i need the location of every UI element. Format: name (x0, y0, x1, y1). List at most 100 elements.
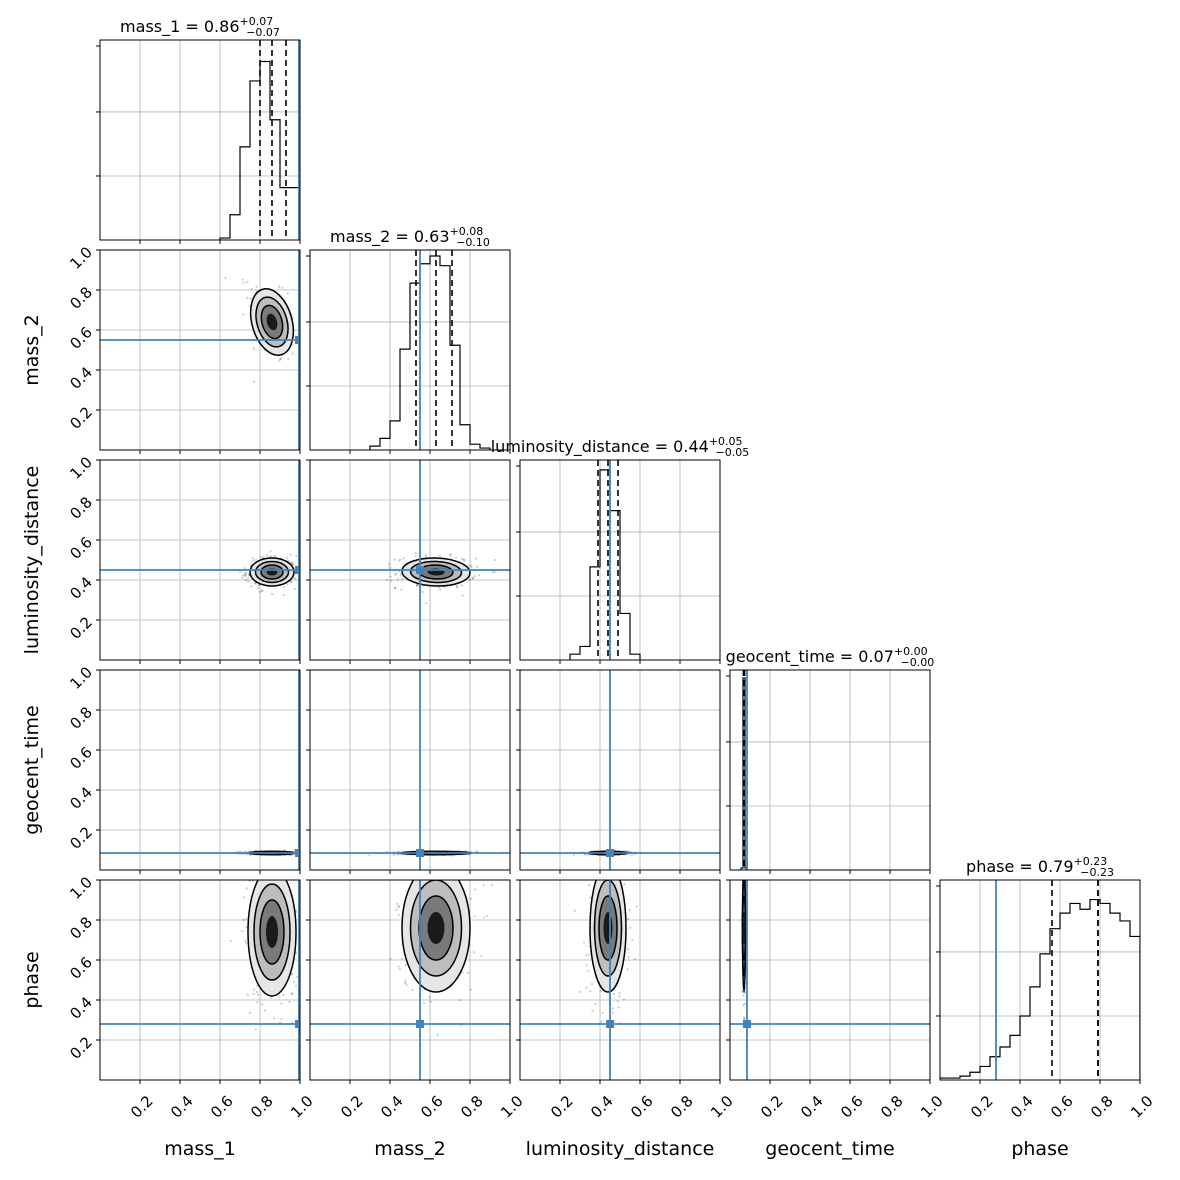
panel-frame (519, 669, 721, 871)
scatter-point (469, 897, 473, 900)
scatter-point (242, 313, 245, 316)
scatter-point (283, 585, 286, 589)
scatter-point (626, 917, 630, 921)
scatter-point (268, 866, 270, 868)
scatter-point (387, 562, 391, 566)
scatter-point (397, 965, 400, 968)
scatter-point (257, 871, 259, 873)
scatter-point (628, 908, 631, 912)
contour-line (401, 880, 471, 993)
x-tick-label: 1.0 (1127, 1092, 1157, 1122)
scatter-point (633, 957, 637, 961)
scatter-point (251, 556, 255, 560)
density-level (266, 916, 278, 948)
scatter-point (259, 876, 261, 878)
scatter-point (415, 584, 419, 587)
panel-frame (309, 669, 511, 871)
scatter-point (396, 578, 400, 581)
scatter-point (475, 565, 479, 569)
scatter-point (416, 583, 419, 587)
scatter-point (582, 941, 586, 944)
panel-frame (519, 459, 721, 661)
scatter-point (272, 1017, 276, 1020)
scatter-point (263, 1009, 267, 1012)
contour-line (249, 288, 295, 356)
scatter-point (436, 861, 438, 863)
scatter-point (306, 932, 308, 934)
contour-line (247, 880, 297, 997)
scatter-point (621, 846, 623, 848)
scatter-point (242, 281, 245, 284)
scatter-point (599, 989, 603, 993)
scatter-point (743, 874, 745, 876)
x-tick-label: 0.6 (627, 1092, 657, 1122)
scatter-point (594, 870, 596, 872)
scatter-point (279, 357, 282, 361)
scatter-point (473, 950, 476, 954)
scatter-point (590, 982, 594, 986)
scatter-point (461, 557, 464, 560)
x-tick-label: 0.8 (877, 1092, 907, 1122)
scatter-point (245, 887, 249, 890)
panel-frame (939, 879, 1141, 1081)
scatter-point (414, 555, 417, 558)
scatter-point (271, 875, 273, 877)
scatter-point (612, 992, 616, 996)
scatter-point (595, 856, 597, 858)
scatter-point (242, 896, 246, 899)
scatter-point (742, 994, 745, 997)
scatter-point (585, 954, 588, 957)
panel-mass_1-vs-mass_1: mass_1 = 0.86+0.07 −0.07 (96, 15, 301, 244)
scatter-point (256, 993, 260, 997)
panel-geocent_time-vs-mass_2 (306, 669, 511, 874)
scatter-point (254, 582, 257, 585)
scatter-point (263, 876, 265, 878)
scatter-point (490, 884, 494, 887)
scatter-point (397, 904, 401, 908)
scatter-point (265, 553, 269, 557)
scatter-point (743, 1017, 746, 1020)
scatter-point (295, 951, 298, 955)
density-luminosity_distance-mass_2 (385, 551, 496, 605)
scatter-point (397, 559, 401, 562)
contour-line (249, 557, 295, 587)
scatter-point (269, 996, 273, 999)
scatter-point (244, 571, 248, 575)
scatter-point (628, 926, 632, 929)
scatter-point (466, 971, 470, 974)
scatter-point (301, 564, 303, 566)
scatter-point (399, 558, 402, 561)
scatter-point (429, 1000, 432, 1004)
scatter-point (249, 297, 253, 300)
scatter-point (244, 572, 247, 575)
scatter-point (462, 558, 466, 561)
x-axis-label-luminosity_distance: luminosity_distance (526, 1138, 715, 1160)
scatter-point (255, 285, 258, 289)
scatter-point (644, 847, 646, 849)
scatter-point (441, 872, 443, 874)
scatter-point (491, 571, 495, 574)
panel-phase-vs-geocent_time: 0.2 0.4 0.6 0.8 1.0 geocent_time (726, 874, 947, 1160)
scatter-point (389, 575, 392, 578)
scatter-point (399, 573, 403, 576)
truth-marker (606, 849, 614, 857)
scatter-point (455, 585, 459, 589)
x-tick-label: 0.8 (247, 1092, 277, 1122)
scatter-point (608, 876, 610, 878)
scatter-point (594, 1002, 597, 1006)
y-tick-label: 1.0 (66, 243, 96, 273)
scatter-point (252, 347, 256, 350)
scatter-point (254, 558, 258, 562)
scatter-point (611, 1007, 614, 1010)
scatter-point (610, 875, 612, 877)
scatter-point (252, 988, 256, 991)
scatter-point (473, 574, 476, 578)
scatter-point (394, 908, 398, 911)
panel-frame (99, 249, 301, 451)
scatter-point (224, 277, 227, 280)
scatter-point (474, 557, 478, 560)
histogram-mass_2 (369, 255, 491, 450)
contour-line (401, 557, 471, 587)
scatter-point (414, 551, 417, 555)
x-tick-label: 0.6 (207, 1092, 237, 1122)
